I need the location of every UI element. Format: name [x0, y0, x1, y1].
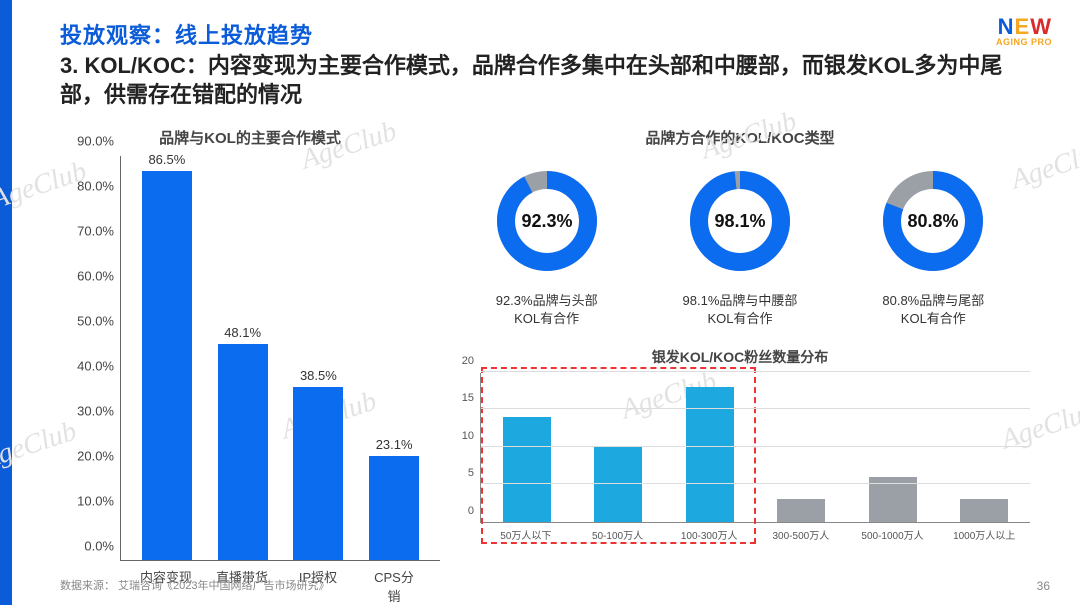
bars-container: 86.5%48.1%38.5%23.1% [121, 156, 440, 560]
bar-value-label: 23.1% [376, 437, 413, 452]
small-bar-chart: 05101520 50万人以下50-100万人100-300万人300-500万… [450, 373, 1030, 543]
logo: NEW AGING PRO [996, 16, 1052, 47]
donut-svg: 98.1% [675, 156, 805, 286]
y-tick-label: 60.0% [77, 269, 114, 284]
y-tick-label: 0.0% [84, 539, 114, 554]
y-tick-label: 40.0% [77, 359, 114, 374]
bar-value-label: 38.5% [300, 368, 337, 383]
logo-sub: AGING PRO [996, 38, 1052, 47]
small-y-tick: 0 [468, 505, 474, 517]
small-y-axis: 05101520 [450, 373, 478, 523]
bar-wrap: 86.5% [141, 152, 193, 560]
grid-line [481, 483, 1030, 484]
donuts-title: 品牌方合作的KOL/KOC类型 [450, 127, 1030, 148]
donut-center-value: 98.1% [714, 211, 765, 231]
small-plot-area [480, 373, 1030, 523]
slide-root: NEW AGING PRO AgeClub AgeClub AgeClub Ag… [0, 0, 1080, 605]
grid-line [481, 371, 1030, 372]
small-x-label: 500-1000万人 [847, 523, 939, 543]
small-x-label: 50万人以下 [480, 523, 572, 543]
bar [218, 344, 268, 560]
grid-line [481, 446, 1030, 447]
small-x-label: 50-100万人 [572, 523, 664, 543]
y-tick-label: 10.0% [77, 494, 114, 509]
small-x-label: 100-300万人 [663, 523, 755, 543]
small-x-label: 300-500万人 [755, 523, 847, 543]
y-tick-label: 50.0% [77, 314, 114, 329]
donut-svg: 92.3% [482, 156, 612, 286]
donut-block: 98.1% 98.1%品牌与中腰部KOL有合作 [655, 156, 825, 328]
left-bar-chart: 0.0% 10.0% 20.0% 30.0% 40.0% 50.0% 60.0% 70.0% 8… [60, 156, 440, 561]
y-tick-label: 80.0% [77, 179, 114, 194]
left-chart-block: 品牌与KOL的主要合作模式 0.0% 10.0% 20.0% 30.0% 40.0% 50… [60, 127, 440, 605]
bar [369, 456, 419, 560]
left-chart-title: 品牌与KOL的主要合作模式 [60, 127, 440, 148]
small-bar-wrap [664, 387, 756, 522]
small-bar [960, 499, 1008, 522]
donut-caption: 80.8%品牌与尾部KOL有合作 [848, 292, 1018, 328]
small-bar-wrap [481, 417, 573, 522]
donut-caption: 98.1%品牌与中腰部KOL有合作 [655, 292, 825, 328]
small-bar-wrap [756, 499, 848, 522]
small-y-tick: 20 [462, 355, 474, 367]
bar-value-label: 86.5% [148, 152, 185, 167]
logo-text: NEW [996, 16, 1052, 38]
bar [142, 171, 192, 560]
super-title: 投放观察：线上投放趋势 [60, 18, 1030, 50]
bar-wrap: 48.1% [217, 325, 269, 560]
small-bar [686, 387, 734, 522]
content: 品牌与KOL的主要合作模式 0.0%10.0%20.0%30.0%40.0%50… [60, 127, 1030, 605]
small-bar-wrap [573, 447, 665, 522]
donut-block: 92.3% 92.3%品牌与头部KOL有合作 [462, 156, 632, 328]
small-y-tick: 10 [462, 430, 474, 442]
y-tick-label: 20.0% [77, 449, 114, 464]
small-bar [503, 417, 551, 522]
y-tick-label: 90.0% [77, 134, 114, 149]
accent-bar [0, 0, 12, 605]
small-bar [777, 499, 825, 522]
donut-caption: 92.3%品牌与头部KOL有合作 [462, 292, 632, 328]
small-bar-wrap [939, 499, 1031, 522]
bar-wrap: 23.1% [368, 437, 420, 560]
y-tick-label: 70.0% [77, 224, 114, 239]
donut-svg: 80.8% [868, 156, 998, 286]
y-tick-label: 30.0% [77, 404, 114, 419]
main-title: 3. KOL/KOC：内容变现为主要合作模式，品牌合作多集中在头部和中腰部，而银… [60, 52, 1030, 109]
small-y-tick: 5 [468, 467, 474, 479]
donut-center-value: 80.8% [908, 211, 959, 231]
y-axis: 0.0% 10.0% 20.0% 30.0% 40.0% 50.0% 60.0% 70.0% 8… [60, 156, 120, 561]
small-bar [594, 447, 642, 522]
small-chart-title: 银发KOL/KOC粉丝数量分布 [450, 347, 1030, 367]
small-x-labels: 50万人以下50-100万人100-300万人300-500万人500-1000… [480, 523, 1030, 543]
grid-line [481, 408, 1030, 409]
page-number: 36 [1037, 579, 1050, 593]
plot-area: 86.5%48.1%38.5%23.1% [120, 156, 440, 561]
x-tick-label: CPS分销 [368, 567, 420, 605]
donut-center-value: 92.3% [521, 211, 572, 231]
bar-value-label: 48.1% [224, 325, 261, 340]
donut-row: 92.3% 92.3%品牌与头部KOL有合作 98.1% 98.1%品牌与中腰部… [450, 156, 1030, 328]
small-x-label: 1000万人以上 [938, 523, 1030, 543]
source-text: 数据来源： 艾瑞咨询《2023年中国网络广告市场研究》 [60, 577, 330, 593]
right-column: 品牌方合作的KOL/KOC类型 92.3% 92.3%品牌与头部KOL有合作 9… [450, 127, 1030, 605]
bar-wrap: 38.5% [292, 368, 344, 560]
donut-block: 80.8% 80.8%品牌与尾部KOL有合作 [848, 156, 1018, 328]
bar [293, 387, 343, 560]
small-y-tick: 15 [462, 392, 474, 404]
small-bars [481, 373, 1030, 522]
